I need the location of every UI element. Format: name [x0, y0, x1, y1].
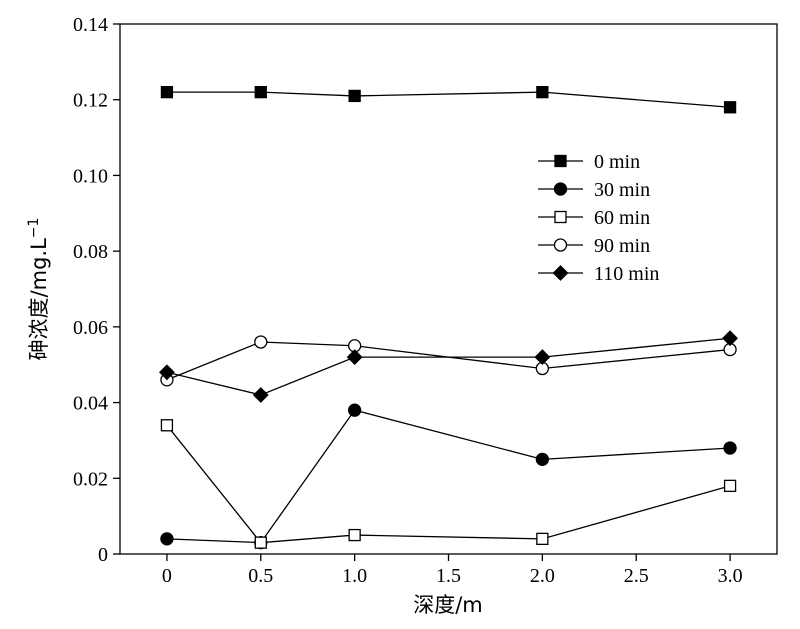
- data-point: [347, 403, 362, 417]
- data-point: [535, 452, 550, 467]
- y-tick-label: 0.06: [73, 317, 108, 339]
- series-line: [166, 341, 731, 381]
- y-tick-label: 0.04: [73, 393, 108, 415]
- data-point: [160, 419, 174, 432]
- series-4: [159, 330, 738, 403]
- data-point: [254, 536, 267, 549]
- data-point: [252, 387, 269, 403]
- series-line: [166, 91, 731, 108]
- legend-marker: [552, 265, 569, 281]
- x-tick-label: 1.5: [436, 565, 461, 587]
- data-point: [723, 101, 737, 114]
- data-point: [159, 364, 175, 381]
- y-tick-label: 0.08: [73, 241, 108, 263]
- legend-entry: 30 min: [538, 179, 650, 201]
- legend-marker: [554, 154, 567, 168]
- data-point: [722, 330, 738, 347]
- x-ticks: 0 0.5 1.0 1.5 2.0 2.5 3.0: [162, 554, 743, 587]
- data-point: [536, 532, 549, 546]
- data-point: [536, 85, 549, 99]
- data-point: [534, 349, 551, 366]
- data-point: [723, 479, 737, 493]
- legend-entry: 110 min: [538, 263, 659, 285]
- series-1: [160, 403, 737, 550]
- legend-marker: [553, 182, 568, 196]
- y-axis-label: 砷浓度/mg.L−1: [26, 218, 51, 361]
- series-line: [166, 424, 731, 544]
- series-line: [166, 409, 731, 544]
- data-point: [254, 85, 267, 99]
- x-tick-label: 2.5: [624, 565, 649, 587]
- svg-text:砷浓度/mg.L−1: 砷浓度/mg.L−1: [26, 218, 51, 361]
- x-tick-label: 2.0: [530, 565, 555, 587]
- legend-marker: [553, 238, 568, 252]
- legend-entry: 60 min: [538, 207, 650, 229]
- x-axis-label: 深度/m: [413, 593, 483, 617]
- series-3: [160, 335, 737, 387]
- legend-label: 0 min: [594, 151, 640, 173]
- data-point: [723, 441, 737, 455]
- legend-label: 30 min: [594, 179, 650, 201]
- data-point: [346, 349, 363, 366]
- series-0: [160, 85, 737, 114]
- data-point: [160, 532, 174, 546]
- legend-label: 90 min: [594, 235, 650, 257]
- x-tick-label: 0.5: [248, 565, 273, 587]
- y-tick-label: 0.12: [73, 90, 108, 112]
- y-axis-label-text: 砷浓度/mg.L: [27, 238, 51, 361]
- y-tick-label: 0.02: [73, 468, 108, 490]
- series-line: [166, 337, 731, 396]
- y-tick-label: 0.10: [73, 165, 108, 187]
- x-tick-label: 3.0: [718, 565, 743, 587]
- legend-marker: [554, 210, 567, 224]
- y-tick-label: 0: [98, 544, 108, 566]
- data-point: [348, 89, 361, 103]
- x-tick-label: 0: [162, 565, 172, 587]
- y-axis-label-exponent: −1: [26, 218, 42, 239]
- legend-entry: 90 min: [538, 235, 650, 257]
- series-2: [160, 419, 737, 549]
- x-tick-label: 1.0: [342, 565, 367, 587]
- y-tick-label: 0.14: [73, 14, 108, 36]
- data-point: [348, 528, 361, 542]
- legend-label: 110 min: [594, 263, 659, 285]
- data-point: [254, 335, 268, 349]
- series-group: [159, 85, 738, 550]
- data-point: [160, 85, 174, 99]
- y-ticks: 0 0.02 0.04 0.06 0.08 0.10 0.12 0.14: [73, 14, 120, 566]
- legend-label: 60 min: [594, 207, 650, 229]
- legend-entry: 0 min: [538, 151, 640, 173]
- legend: 0 min 30 min 60 min 90 min 110 min: [538, 151, 659, 285]
